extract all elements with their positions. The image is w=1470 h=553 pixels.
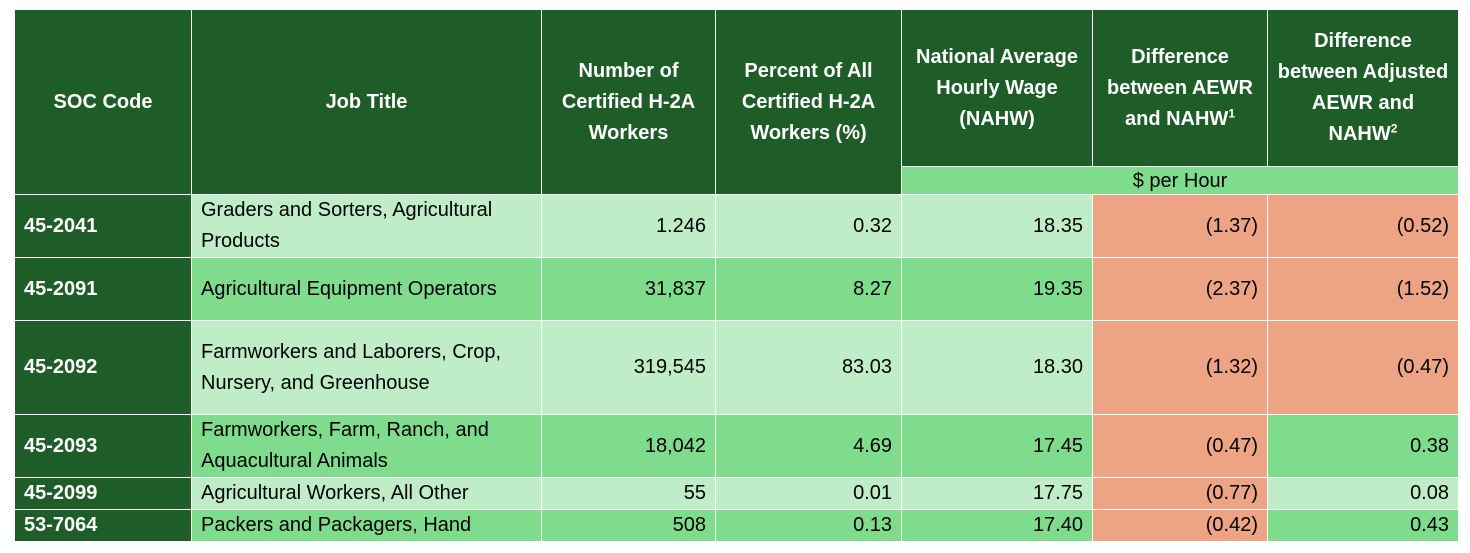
cell-soc: 45-2041 xyxy=(14,194,192,258)
unit-row: $ per Hour xyxy=(15,166,1459,195)
cell-diff-aewr: (0.77) xyxy=(1092,477,1268,510)
footnote-1: 1 xyxy=(1228,105,1235,120)
cell-soc: 45-2092 xyxy=(14,320,192,415)
cell-percent: 0.01 xyxy=(715,477,902,510)
header-diff-aewr: Difference between AEWR and NAHW1 xyxy=(1092,9,1268,167)
cell-diff-adjusted: 0.08 xyxy=(1267,477,1459,510)
cell-soc: 45-2091 xyxy=(14,257,192,321)
cell-title: Agricultural Workers, All Other xyxy=(191,477,542,510)
cell-title: Packers and Packagers, Hand xyxy=(191,509,542,542)
cell-soc: 45-2093 xyxy=(14,414,192,478)
cell-diff-adjusted: (1.52) xyxy=(1267,257,1459,321)
cell-diff-aewr: (0.47) xyxy=(1092,414,1268,478)
cell-nahw: 17.40 xyxy=(901,509,1093,542)
cell-workers: 319,545 xyxy=(541,320,716,415)
cell-nahw: 17.75 xyxy=(901,477,1093,510)
cell-diff-aewr: (1.37) xyxy=(1092,194,1268,258)
header-nahw: National Average Hourly Wage (NAHW) xyxy=(901,9,1093,167)
header-diff-adjusted-label: Difference between Adjusted AEWR and NAH… xyxy=(1277,30,1449,145)
cell-nahw: 18.30 xyxy=(901,320,1093,415)
table-row: 53-7064 Packers and Packagers, Hand 508 … xyxy=(14,509,1459,542)
table-row: 45-2041 Graders and Sorters, Agricultura… xyxy=(14,194,1459,258)
cell-diff-aewr: (1.32) xyxy=(1092,320,1268,415)
cell-soc: 53-7064 xyxy=(14,509,192,542)
cell-title: Farmworkers, Farm, Ranch, and Aquacultur… xyxy=(191,414,542,478)
cell-diff-aewr: (0.42) xyxy=(1092,509,1268,542)
header-percent-workers: Percent of All Certified H-2A Workers (%… xyxy=(715,9,902,195)
table-row: 45-2092 Farmworkers and Laborers, Crop, … xyxy=(14,320,1459,415)
header-unit: $ per Hour xyxy=(901,166,1459,195)
cell-workers: 18,042 xyxy=(541,414,716,478)
header-job-title: Job Title xyxy=(191,9,542,195)
header-num-workers: Number of Certified H-2A Workers xyxy=(541,9,716,195)
header-row: SOC Code Job Title Number of Certified H… xyxy=(14,9,1459,195)
cell-diff-adjusted: 0.38 xyxy=(1267,414,1459,478)
cell-diff-adjusted: (0.47) xyxy=(1267,320,1459,415)
cell-nahw: 18.35 xyxy=(901,194,1093,258)
header-diff-adjusted: Difference between Adjusted AEWR and NAH… xyxy=(1267,9,1459,167)
table-row: 45-2091 Agricultural Equipment Operators… xyxy=(14,257,1459,321)
cell-nahw: 19.35 xyxy=(901,257,1093,321)
cell-title: Farmworkers and Laborers, Crop, Nursery,… xyxy=(191,320,542,415)
header-diff-aewr-label: Difference between AEWR and NAHW xyxy=(1107,45,1253,130)
cell-workers: 508 xyxy=(541,509,716,542)
cell-workers: 1.246 xyxy=(541,194,716,258)
cell-percent: 8.27 xyxy=(715,257,902,321)
cell-workers: 55 xyxy=(541,477,716,510)
cell-workers: 31,837 xyxy=(541,257,716,321)
cell-title: Graders and Sorters, Agricultural Produc… xyxy=(191,194,542,258)
table-row: 45-2093 Farmworkers, Farm, Ranch, and Aq… xyxy=(14,414,1459,478)
cell-title: Agricultural Equipment Operators xyxy=(191,257,542,321)
cell-soc: 45-2099 xyxy=(14,477,192,510)
cell-percent: 4.69 xyxy=(715,414,902,478)
h2a-wage-table: SOC Code Job Title Number of Certified H… xyxy=(14,9,1459,542)
footnote-2: 2 xyxy=(1390,121,1398,136)
cell-nahw: 17.45 xyxy=(901,414,1093,478)
cell-percent: 0.32 xyxy=(715,194,902,258)
cell-percent: 83.03 xyxy=(715,320,902,415)
cell-diff-adjusted: (0.52) xyxy=(1267,194,1459,258)
header-soc-code: SOC Code xyxy=(14,9,192,195)
cell-percent: 0.13 xyxy=(715,509,902,542)
table-row: 45-2099 Agricultural Workers, All Other … xyxy=(14,477,1459,510)
cell-diff-aewr: (2.37) xyxy=(1092,257,1268,321)
cell-diff-adjusted: 0.43 xyxy=(1267,509,1459,542)
